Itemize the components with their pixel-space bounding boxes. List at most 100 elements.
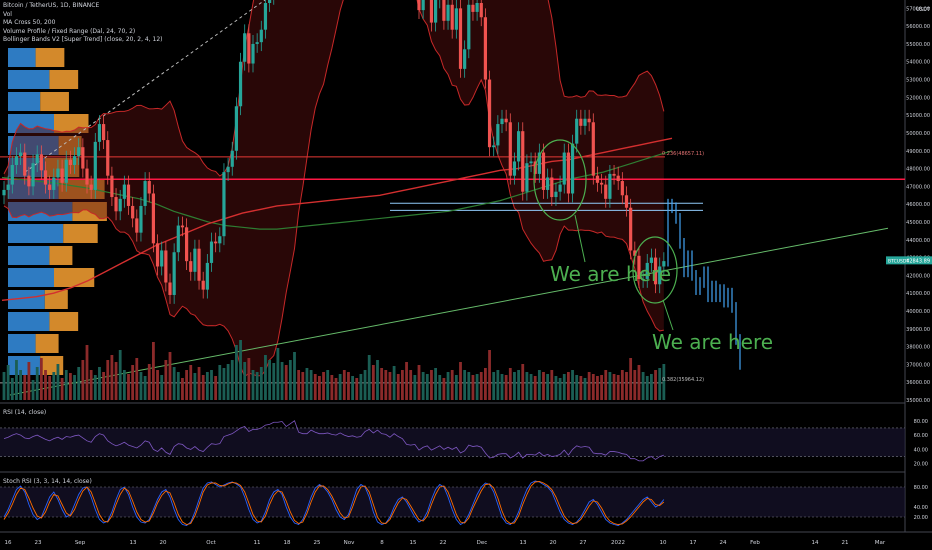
volume-bar — [525, 372, 529, 400]
time-tick-label: 8 — [380, 540, 384, 546]
volume-bar — [442, 378, 446, 400]
candle-body — [446, 4, 450, 21]
volume-bar — [479, 372, 483, 400]
circle-annotation-1 — [533, 139, 587, 221]
volume-bar — [546, 374, 550, 400]
volume-bar — [251, 370, 255, 400]
volume-bar — [305, 368, 309, 400]
rsi-band — [0, 427, 905, 457]
symbol-title[interactable]: Bitcoin / TetherUS, 1D, BINANCE — [3, 2, 100, 9]
volume-profile-buy-bar — [8, 48, 36, 67]
price-tick-label: 48000.00 — [906, 167, 930, 173]
legend-volume-profile[interactable]: Volume Profile / Fixed Range (Dal, 24, 7… — [3, 27, 136, 35]
candle-body — [417, 0, 421, 11]
volume-bar — [450, 370, 454, 400]
volume-bar — [529, 374, 533, 400]
volume-profile-buy-bar — [8, 290, 45, 309]
price-tick-label: 40000.00 — [906, 309, 930, 315]
candle-body — [496, 124, 500, 146]
candle-body — [201, 280, 205, 290]
volume-bar — [376, 360, 379, 400]
time-tick-label: 20 — [550, 540, 557, 546]
time-tick-label: 11 — [254, 540, 261, 546]
rsi-tick-label: 60.00 — [914, 433, 928, 439]
candle-body — [525, 163, 529, 192]
dashed-trendline — [24, 0, 266, 173]
volume-bar — [554, 376, 558, 400]
volume-profile-buy-bar — [8, 70, 50, 89]
volume-bar — [106, 360, 110, 400]
candle-body — [521, 131, 525, 192]
candle-body — [48, 184, 52, 190]
candle-body — [151, 193, 155, 244]
volume-bar — [205, 372, 209, 400]
volume-bar — [434, 368, 437, 400]
volume-bar — [259, 367, 263, 400]
annotation-arrow-1 — [574, 214, 586, 263]
candle-body — [500, 118, 504, 125]
volume-profile-buy-bar — [8, 268, 54, 287]
time-tick-label: 13 — [520, 540, 527, 546]
volume-bar — [156, 370, 159, 400]
bollinger-lower — [3, 0, 664, 378]
candle-body — [637, 255, 641, 279]
price-tick-label: 47000.00 — [906, 184, 930, 190]
candle-body — [2, 189, 6, 196]
candle-body — [562, 152, 566, 185]
volume-bar — [255, 372, 259, 400]
candle-body — [139, 205, 143, 233]
volume-bar — [396, 374, 400, 400]
candle-body — [662, 261, 666, 267]
candle-body — [238, 61, 243, 107]
volume-bar — [421, 372, 425, 400]
volume-bar — [160, 375, 164, 400]
candle-body — [60, 168, 64, 183]
volume-bar — [654, 370, 657, 400]
candle-body — [529, 161, 533, 164]
candle-body — [504, 118, 508, 123]
volume-bar — [98, 367, 101, 400]
volume-bar — [131, 365, 135, 400]
legend-bollinger[interactable]: Bollinger Bands V2 [Super Trend] (close,… — [3, 36, 163, 44]
price-unit: USDT — [916, 7, 931, 13]
price-tick-label: 41000.00 — [906, 291, 930, 297]
legend-vol[interactable]: Vol — [3, 10, 12, 18]
candle-body — [541, 152, 546, 190]
volume-bar — [222, 368, 226, 400]
stoch-d-line — [3, 481, 665, 525]
volume-bar — [446, 372, 450, 400]
candle-body — [193, 248, 197, 272]
volume-bar — [322, 372, 325, 400]
stochrsi-pane-label[interactable]: Stoch RSI (3, 3, 14, 14, close) — [3, 478, 92, 485]
price-tick-label: 38000.00 — [906, 345, 930, 351]
candle-body — [52, 177, 56, 190]
time-tick-label: 21 — [842, 540, 849, 546]
volume-bar — [347, 372, 350, 400]
candle-body — [164, 250, 168, 283]
candle-body — [189, 261, 193, 272]
legend-ma[interactable]: MA Cross 50, 200 — [3, 19, 56, 27]
volume-bar — [52, 372, 56, 400]
candle-body — [653, 257, 658, 285]
stoch-k-line — [3, 480, 665, 526]
candle-body — [85, 168, 89, 185]
volume-bar — [185, 370, 188, 400]
volume-bar — [438, 375, 442, 400]
candle-body — [475, 3, 479, 12]
candle-body — [205, 262, 209, 290]
volume-bar — [6, 365, 10, 400]
volume-bar — [102, 372, 105, 400]
price-tick-label: 39000.00 — [906, 327, 930, 333]
volume-bar — [616, 375, 620, 400]
volume-bar — [19, 370, 22, 400]
time-tick-label: 17 — [690, 540, 697, 546]
candle-body — [558, 184, 562, 192]
candle-body — [102, 124, 106, 141]
rsi-pane-label[interactable]: RSI (14, close) — [3, 409, 47, 416]
candle-body — [126, 184, 131, 206]
price-tick-label: 50000.00 — [906, 131, 930, 137]
candle-body — [554, 191, 558, 198]
volume-profile-sell-bar — [35, 334, 59, 353]
volume-bar — [662, 364, 666, 400]
